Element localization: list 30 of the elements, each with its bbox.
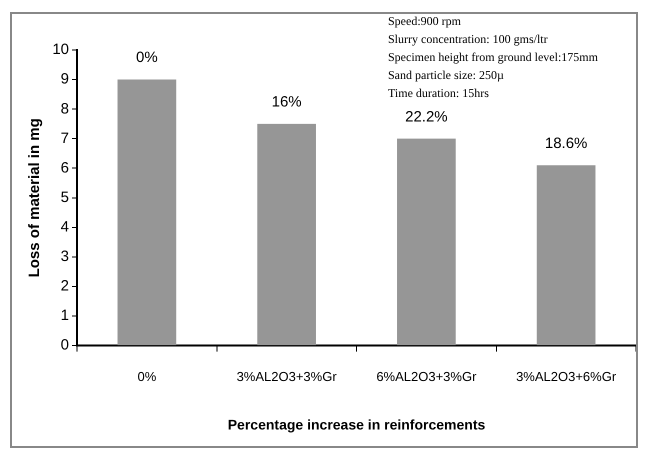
y-tick-label: 7 [60,130,69,147]
annotation: 22.2% [405,108,448,126]
x-tick-label: 3%AL2O3+6%Gr [516,368,617,384]
annotation: Sand particle size: 250µ [388,68,504,82]
y-tick-label: 6 [60,159,69,176]
y-tick-label: 8 [60,100,69,118]
annotation: Time duration: 15hrs [388,86,490,100]
y-tick-label: 0 [60,336,69,354]
annotation: 0% [136,49,158,66]
y-tick-label: 4 [60,218,69,236]
y-tick-label: 3 [60,248,69,266]
annotation: 18.6% [544,134,588,152]
bar [536,165,596,346]
bar [397,138,456,346]
y-tick-label: 2 [60,278,69,295]
text: Speed:900 rpm [388,14,462,28]
x-tick-label: 6%AL2O3+3%Gr [376,368,478,384]
y-tick-label: 5 [60,188,69,206]
annotation: Specimen height from ground level:175mm [388,50,599,64]
text: Slurry concentration: 100 gms/ltr [388,32,548,46]
x-axis-title: Percentage increase in reinforcements [228,416,486,432]
bar [118,80,176,346]
y-axis-title: Loss of material in mg [26,118,44,278]
x-tick-label: 0% [137,368,157,384]
annotation: 16% [272,94,302,111]
y-tick-label: 9 [60,70,69,88]
y-tick-label: 1 [60,307,69,324]
bar [257,124,316,346]
x-tick-label: 3%AL2O3+3%Gr [236,368,338,384]
y-tick-label: 10 [52,41,69,58]
